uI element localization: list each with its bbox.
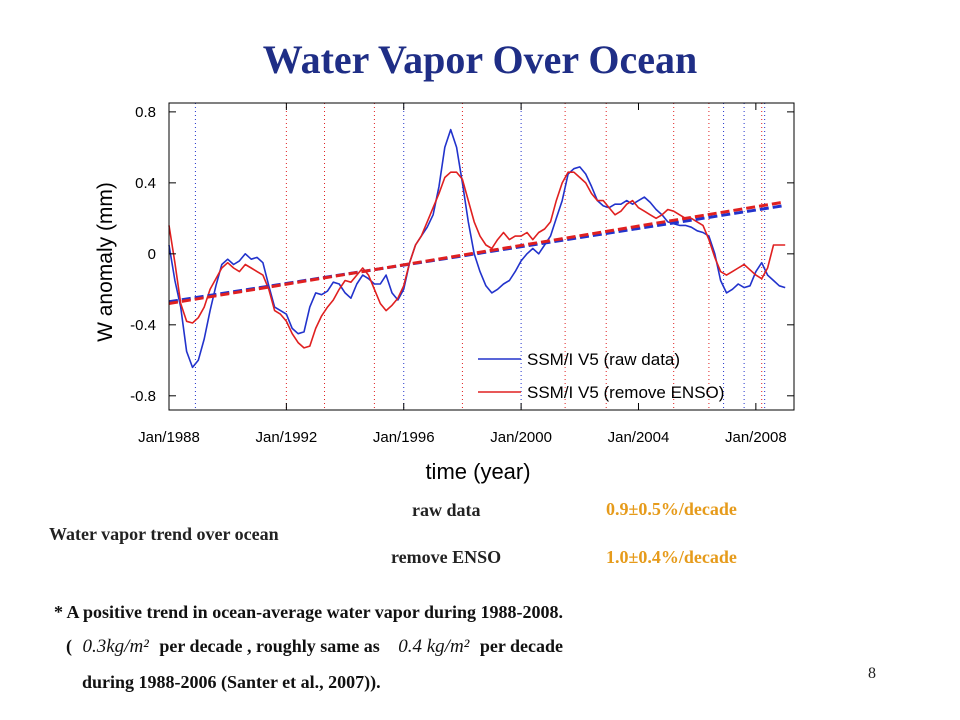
trend-table-label: Water vapor trend over ocean xyxy=(49,524,279,544)
note-open-paren: ( xyxy=(66,636,72,656)
x-tick-label: Jan/1988 xyxy=(138,429,200,446)
note-line-1: * A positive trend in ocean-average wate… xyxy=(54,602,563,622)
note-end: per decade xyxy=(479,636,564,656)
slide-title: Water Vapor Over Ocean xyxy=(262,37,698,82)
page-number: 8 xyxy=(868,665,876,682)
y-axis-label: W anomaly (mm) xyxy=(94,182,117,342)
trend-row-label-raw: raw data xyxy=(412,500,481,520)
legend-raw-label: SSM/I V5 (raw data) xyxy=(527,350,680,369)
series-raw-line xyxy=(168,128,786,369)
note-math-1: 0.3kg/m² xyxy=(82,636,149,657)
y-tick-label: 0.8 xyxy=(135,104,156,121)
series-layer xyxy=(168,128,786,369)
y-tick-label: 0 xyxy=(148,246,156,263)
x-tick-label: Jan/2008 xyxy=(725,429,787,446)
note-line-3: during 1988-2006 (Santer et al., 2007)). xyxy=(82,672,381,692)
axes: Jan/1988 Jan/1992 Jan/1996 Jan/2000 Jan/2004… xyxy=(130,103,794,446)
x-axis-label: time (year) xyxy=(425,459,530,484)
legend: SSM/I V5 (raw data) SSM/I V5 (remove ENSO… xyxy=(478,350,724,402)
series-enso-line xyxy=(168,171,786,349)
x-tick-label: Jan/1992 xyxy=(256,429,318,446)
x-tick-label: Jan/1996 xyxy=(373,429,435,446)
y-tick-label: -0.8 xyxy=(130,388,156,405)
trend-row-value-raw: 0.9±0.5%/decade xyxy=(606,499,737,519)
note-mid: per decade , roughly same as xyxy=(159,636,380,656)
legend-enso-label: SSM/I V5 (remove ENSO) xyxy=(527,383,724,402)
x-tick-label: Jan/2004 xyxy=(608,429,670,446)
plot-frame xyxy=(168,102,795,411)
trend-row-label-enso: remove ENSO xyxy=(391,547,502,567)
y-tick-label: 0.4 xyxy=(135,175,156,192)
x-tick-label: Jan/2000 xyxy=(490,429,552,446)
trend-enso-line xyxy=(168,200,783,306)
trend-row-value-enso: 1.0±0.4%/decade xyxy=(606,547,737,567)
note-line-2: ( 0.3kg/m² per decade , roughly same as … xyxy=(66,636,563,658)
trend-lines xyxy=(168,200,783,306)
note-math-2: 0.4 kg/m² xyxy=(398,636,470,657)
y-tick-label: -0.4 xyxy=(130,317,156,334)
